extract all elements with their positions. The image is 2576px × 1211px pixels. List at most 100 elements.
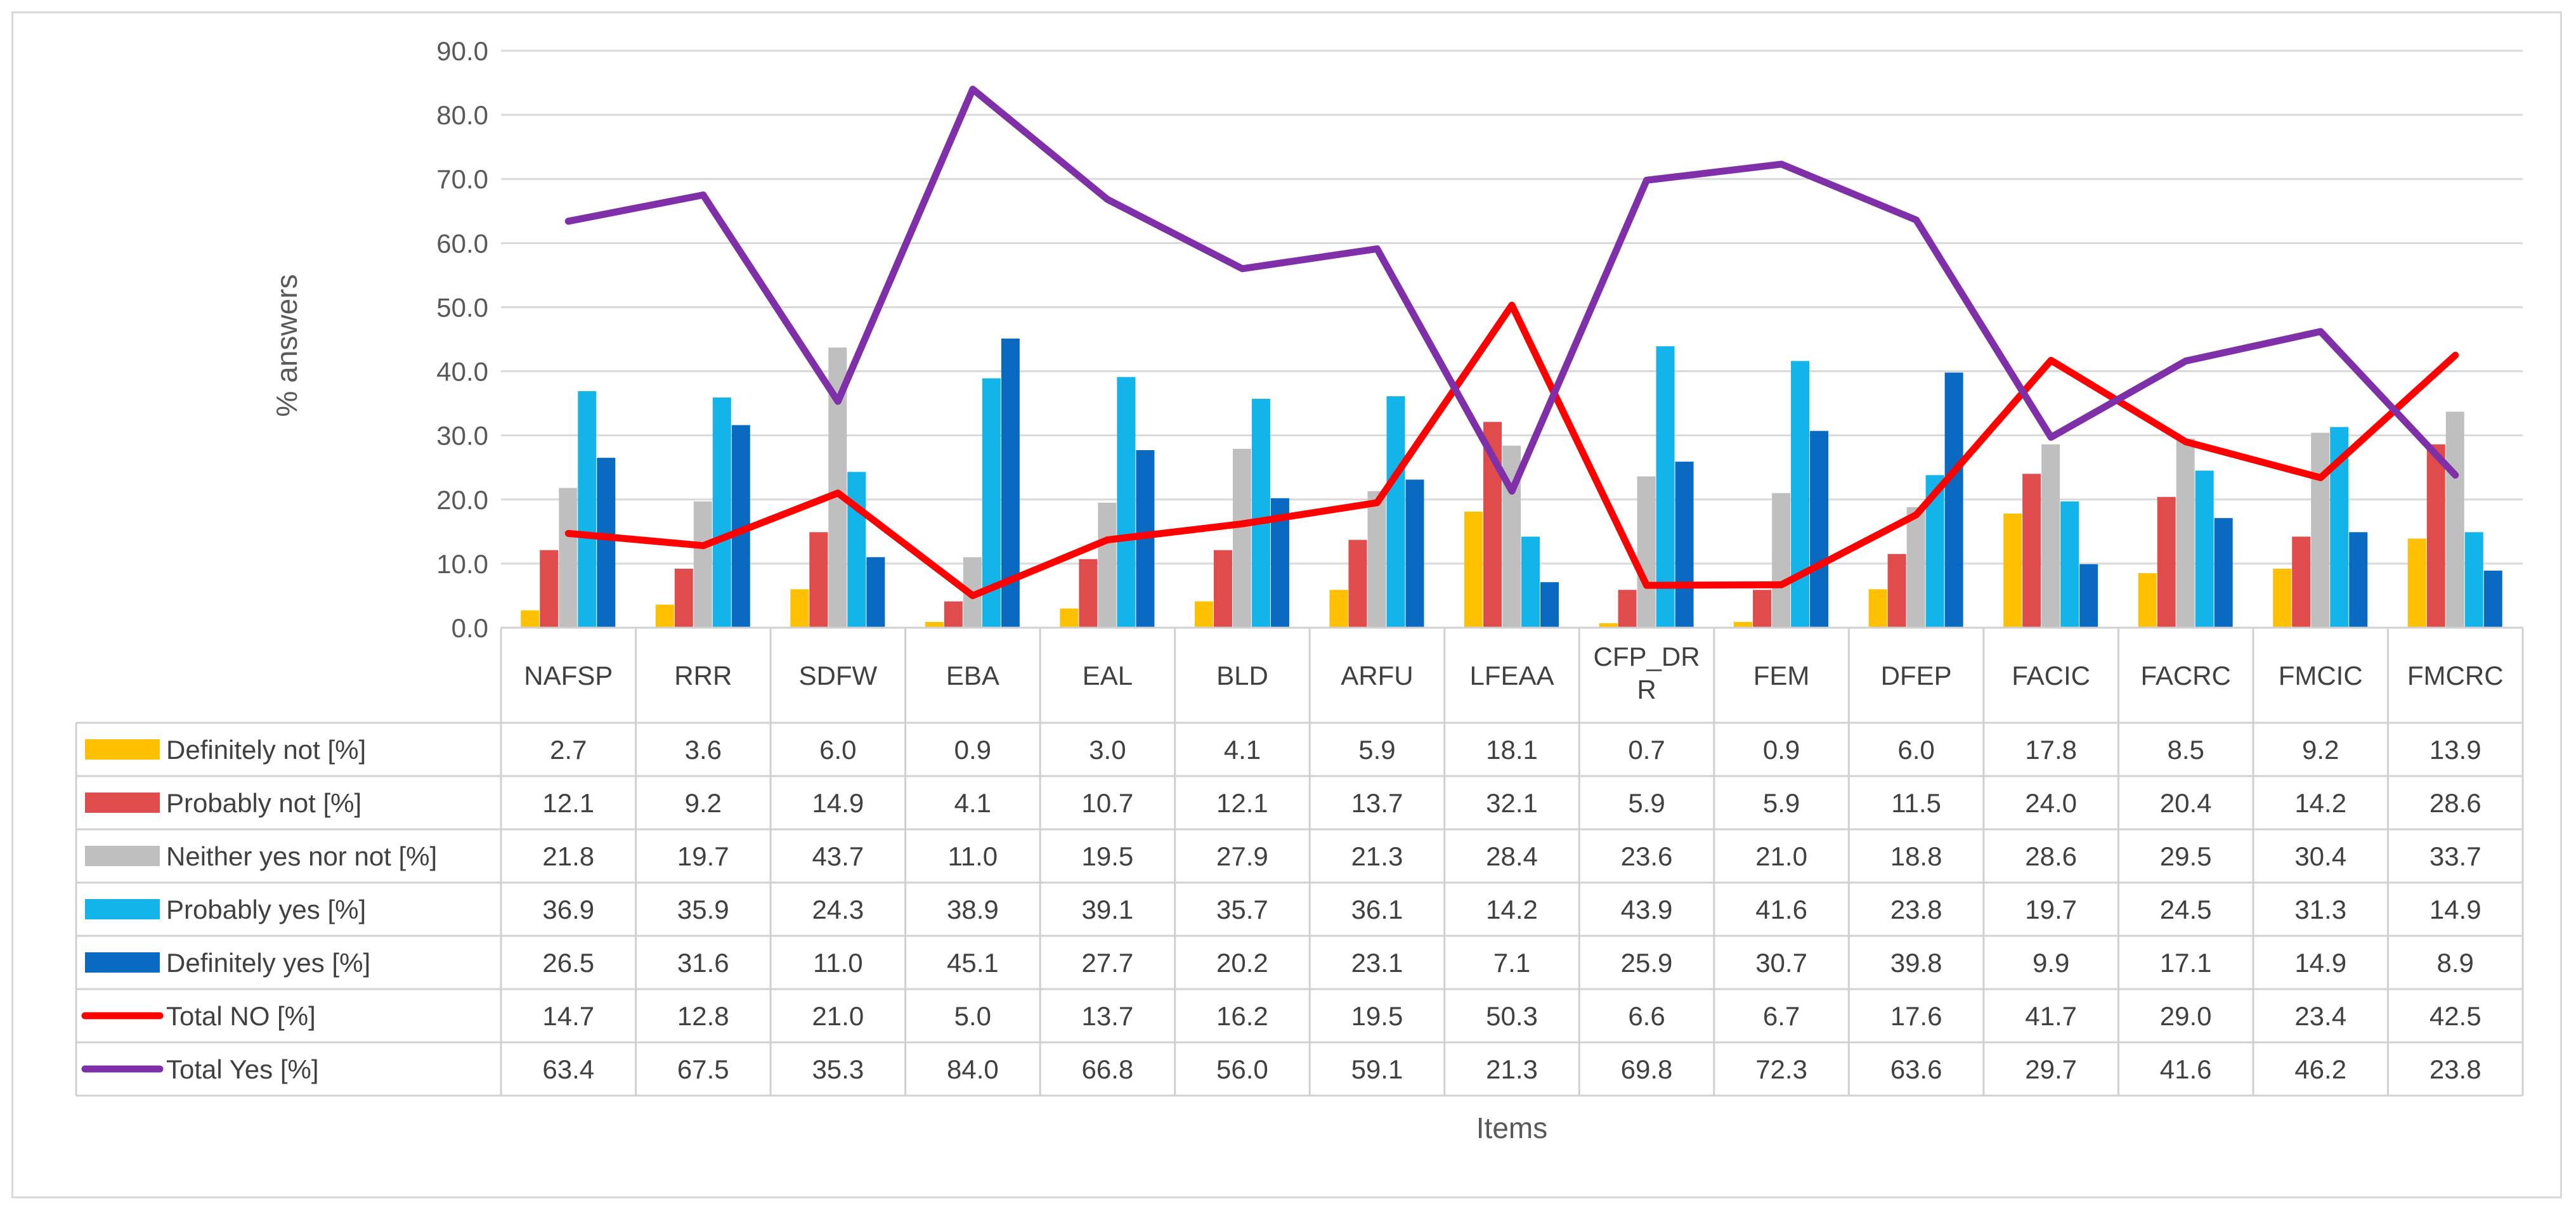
bar [2003, 514, 2022, 628]
bar [809, 532, 828, 628]
y-tick-label: 70.0 [436, 164, 488, 194]
bar [1194, 601, 1213, 628]
data-label: 3.0 [1089, 735, 1126, 765]
category-label: RRR [674, 661, 732, 690]
data-label: 2.7 [550, 735, 587, 765]
data-label: 12.1 [1216, 788, 1268, 818]
data-label: 21.0 [812, 1001, 864, 1031]
bar [1772, 493, 1791, 628]
legend-label: Total NO [%] [166, 1001, 316, 1031]
bar [1405, 479, 1424, 628]
x-axis-title: Items [1476, 1111, 1547, 1144]
y-tick-label: 40.0 [436, 357, 488, 387]
data-label: 23.8 [2430, 1054, 2482, 1084]
data-label: 43.7 [812, 841, 864, 871]
data-label: 17.6 [1890, 1001, 1942, 1031]
bar [597, 458, 616, 628]
data-label: 19.5 [1351, 1001, 1403, 1031]
bar [1675, 462, 1694, 628]
data-label: 42.5 [2430, 1001, 2482, 1031]
data-label: 28.4 [1486, 841, 1538, 871]
bar [1791, 361, 1810, 628]
bar [1251, 399, 1270, 628]
data-label: 29.5 [2160, 841, 2212, 871]
bar [521, 610, 540, 628]
data-label: 11.0 [948, 841, 998, 871]
y-tick-label: 50.0 [436, 292, 488, 322]
bar [866, 557, 885, 628]
data-label: 18.8 [1890, 841, 1942, 871]
data-label: 13.7 [1082, 1001, 1134, 1031]
bar [1464, 511, 1483, 628]
data-label: 31.6 [677, 948, 729, 978]
data-label: 21.0 [1755, 841, 1807, 871]
data-label: 6.0 [819, 735, 856, 765]
category-label: R [1637, 675, 1656, 704]
data-label: 14.2 [2294, 788, 2346, 818]
bar [655, 604, 674, 628]
bar [1637, 476, 1656, 628]
data-label: 9.9 [2033, 948, 2069, 978]
data-label: 43.9 [1621, 895, 1673, 924]
data-label: 39.1 [1082, 895, 1134, 924]
bar [693, 501, 712, 628]
data-label: 21.8 [542, 841, 594, 871]
data-label: 9.2 [685, 788, 722, 818]
category-label: EAL [1083, 661, 1133, 690]
category-label: SDFW [799, 661, 878, 690]
data-label: 21.3 [1486, 1054, 1538, 1084]
bar [2176, 438, 2195, 628]
y-tick-label: 10.0 [436, 549, 488, 579]
bar [2311, 432, 2330, 628]
legend-key [85, 846, 160, 866]
data-label: 10.7 [1082, 788, 1134, 818]
bar [1734, 621, 1753, 628]
data-label: 24.0 [2025, 788, 2077, 818]
data-label: 19.7 [677, 841, 729, 871]
legend-label: Neither yes nor not [%] [166, 841, 437, 871]
data-label: 31.3 [2294, 895, 2346, 924]
data-label: 39.8 [1890, 948, 1942, 978]
bar [2407, 538, 2426, 628]
data-table: NAFSP RRR SDFW EBA EAL BLD ARFU LFEAA CFP_DR R FEM… [75, 626, 2524, 1097]
data-label: 6.0 [1897, 735, 1934, 765]
category-label: DFEP [1881, 661, 1952, 690]
data-label: 66.8 [1082, 1054, 1134, 1084]
bar [2157, 496, 2176, 628]
data-label: 12.8 [677, 1001, 729, 1031]
y-axis-title: % answers [270, 275, 303, 417]
category-label: EBA [946, 661, 999, 690]
data-label: 33.7 [2430, 841, 2482, 871]
data-label: 11.0 [813, 948, 863, 978]
category-label: FEM [1753, 661, 1810, 690]
data-label: 14.9 [2430, 895, 2482, 924]
data-label: 3.6 [685, 735, 722, 765]
legend-label: Probably not [%] [166, 788, 361, 818]
bar [2292, 536, 2311, 628]
chart-frame [11, 11, 2562, 1198]
legend-label: Total Yes [%] [166, 1054, 319, 1084]
data-label: 23.4 [2294, 1001, 2346, 1031]
data-label: 59.1 [1351, 1054, 1403, 1084]
data-label: 69.8 [1621, 1054, 1673, 1084]
y-tick-label: 0.0 [452, 613, 488, 643]
bar [2464, 532, 2483, 628]
data-label: 50.3 [1486, 1001, 1538, 1031]
bar [2022, 474, 2041, 628]
bar [2138, 573, 2157, 628]
data-label: 35.7 [1216, 895, 1268, 924]
data-label: 29.0 [2160, 1001, 2212, 1031]
data-label: 9.2 [2302, 735, 2339, 765]
data-label: 84.0 [947, 1054, 999, 1084]
legend-key [85, 739, 160, 760]
data-label: 27.7 [1082, 948, 1134, 978]
data-label: 72.3 [1755, 1054, 1807, 1084]
bar [790, 589, 809, 628]
legend-key [85, 952, 160, 973]
bar [578, 391, 597, 628]
data-label: 14.9 [812, 788, 864, 818]
data-label: 41.6 [2160, 1054, 2212, 1084]
data-label: 14.7 [542, 1001, 594, 1031]
category-label: LFEAA [1469, 661, 1554, 690]
